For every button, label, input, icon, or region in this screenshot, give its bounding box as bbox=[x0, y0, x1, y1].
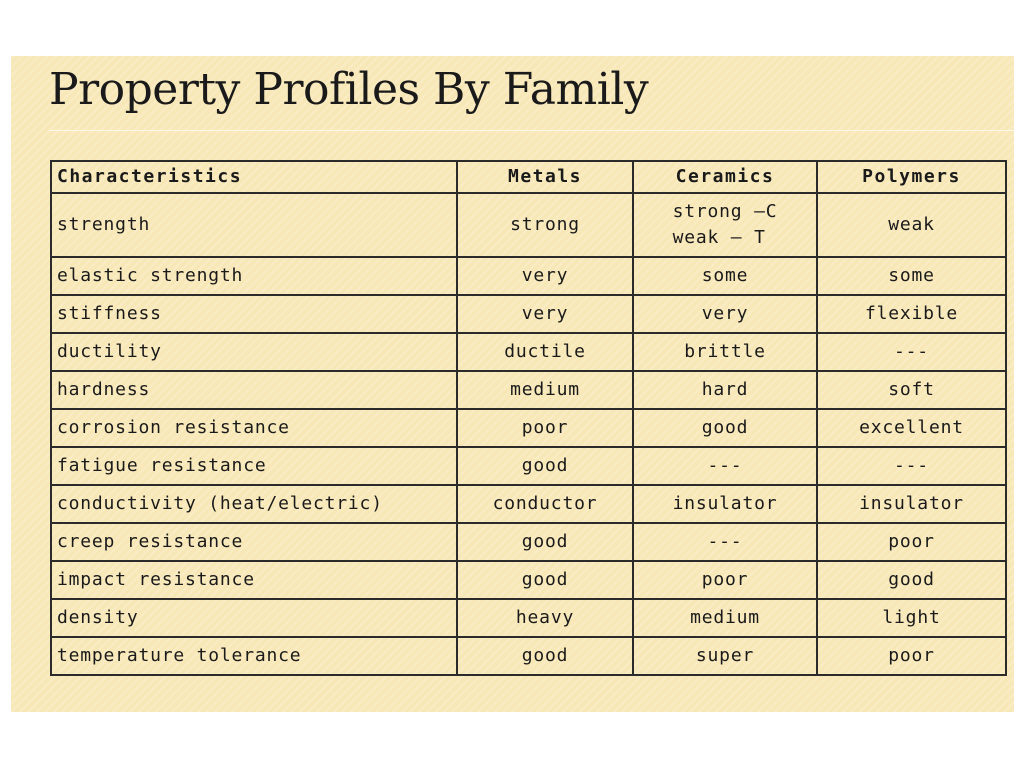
ceramics-cell-multiline: strong –C weak – T bbox=[673, 199, 778, 251]
ceramics-cell: --- bbox=[632, 446, 818, 486]
polymers-cell: insulator bbox=[816, 484, 1007, 524]
polymers-cell: poor bbox=[816, 636, 1007, 676]
table-row: ductility ductile brittle --- bbox=[50, 332, 1007, 372]
ceramics-cell: very bbox=[632, 294, 818, 334]
slide-title: Property Profiles By Family bbox=[49, 64, 649, 115]
header-polymers: Polymers bbox=[816, 160, 1007, 194]
ceramics-cell: good bbox=[632, 408, 818, 448]
polymers-cell: --- bbox=[816, 446, 1007, 486]
property-cell: corrosion resistance bbox=[50, 408, 458, 448]
polymers-cell: some bbox=[816, 256, 1007, 296]
polymers-cell: good bbox=[816, 560, 1007, 600]
metals-cell: medium bbox=[456, 370, 634, 410]
property-cell: stiffness bbox=[50, 294, 458, 334]
property-cell: elastic strength bbox=[50, 256, 458, 296]
property-cell: conductivity (heat/electric) bbox=[50, 484, 458, 524]
property-cell: density bbox=[50, 598, 458, 638]
polymers-cell: excellent bbox=[816, 408, 1007, 448]
table-row: hardness medium hard soft bbox=[50, 370, 1007, 410]
property-cell: ductility bbox=[50, 332, 458, 372]
table-row: corrosion resistance poor good excellent bbox=[50, 408, 1007, 448]
metals-cell: poor bbox=[456, 408, 634, 448]
table-row: impact resistance good poor good bbox=[50, 560, 1007, 600]
header-characteristics: Characteristics bbox=[50, 160, 458, 194]
table-row: creep resistance good --- poor bbox=[50, 522, 1007, 562]
property-cell: temperature tolerance bbox=[50, 636, 458, 676]
property-cell: creep resistance bbox=[50, 522, 458, 562]
table-row: elastic strength very some some bbox=[50, 256, 1007, 296]
metals-cell: good bbox=[456, 522, 634, 562]
property-table: Characteristics Metals Ceramics Polymers… bbox=[50, 160, 1007, 676]
metals-cell: good bbox=[456, 636, 634, 676]
polymers-cell: --- bbox=[816, 332, 1007, 372]
metals-cell: good bbox=[456, 560, 634, 600]
ceramics-cell: strong –C weak – T bbox=[632, 192, 818, 258]
metals-cell: heavy bbox=[456, 598, 634, 638]
polymers-cell: light bbox=[816, 598, 1007, 638]
table-row: strength strong strong –C weak – T weak bbox=[50, 192, 1007, 258]
ceramics-cell: medium bbox=[632, 598, 818, 638]
header-ceramics: Ceramics bbox=[632, 160, 818, 194]
ceramics-cell: brittle bbox=[632, 332, 818, 372]
ceramics-cell: --- bbox=[632, 522, 818, 562]
ceramics-cell: super bbox=[632, 636, 818, 676]
title-divider bbox=[49, 130, 1014, 131]
table-row: stiffness very very flexible bbox=[50, 294, 1007, 334]
ceramics-cell: insulator bbox=[632, 484, 818, 524]
property-cell: strength bbox=[50, 192, 458, 258]
polymers-cell: flexible bbox=[816, 294, 1007, 334]
table-row: temperature tolerance good super poor bbox=[50, 636, 1007, 676]
ceramics-line: strong –C bbox=[672, 201, 778, 222]
metals-cell: strong bbox=[456, 192, 634, 258]
table-row: density heavy medium light bbox=[50, 598, 1007, 638]
polymers-cell: weak bbox=[816, 192, 1007, 258]
table-header-row: Characteristics Metals Ceramics Polymers bbox=[50, 160, 1007, 194]
ceramics-cell: hard bbox=[632, 370, 818, 410]
ceramics-line: weak – T bbox=[672, 227, 766, 248]
slide: Property Profiles By Family Characterist… bbox=[11, 56, 1014, 712]
table-row: fatigue resistance good --- --- bbox=[50, 446, 1007, 486]
polymers-cell: soft bbox=[816, 370, 1007, 410]
metals-cell: very bbox=[456, 256, 634, 296]
ceramics-cell: poor bbox=[632, 560, 818, 600]
metals-cell: ductile bbox=[456, 332, 634, 372]
property-cell: impact resistance bbox=[50, 560, 458, 600]
polymers-cell: poor bbox=[816, 522, 1007, 562]
metals-cell: good bbox=[456, 446, 634, 486]
ceramics-cell: some bbox=[632, 256, 818, 296]
property-cell: fatigue resistance bbox=[50, 446, 458, 486]
table-row: conductivity (heat/electric) conductor i… bbox=[50, 484, 1007, 524]
metals-cell: very bbox=[456, 294, 634, 334]
metals-cell: conductor bbox=[456, 484, 634, 524]
header-metals: Metals bbox=[456, 160, 634, 194]
property-cell: hardness bbox=[50, 370, 458, 410]
